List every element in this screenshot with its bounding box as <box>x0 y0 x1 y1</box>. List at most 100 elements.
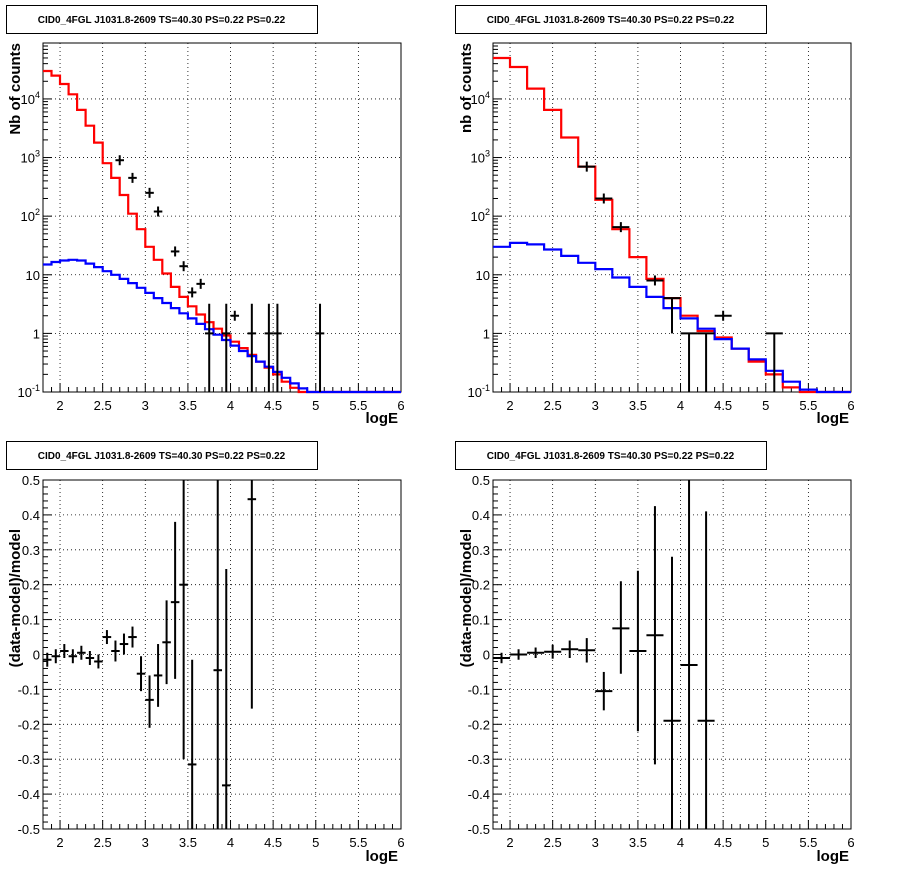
chart-panel-top-left: CID0_4FGL J1031.8-2609 TS=40.30 PS=0.22 … <box>6 5 405 427</box>
y-tick-label: 0 <box>483 648 490 663</box>
y-tick-label: 10 <box>476 268 490 283</box>
data-point <box>51 649 61 664</box>
chart-title-box: CID0_4FGL J1031.8-2609 TS=40.30 PS=0.22 … <box>455 441 767 470</box>
data-point <box>561 640 579 658</box>
data-point <box>94 654 103 669</box>
y-tick-label: -0.4 <box>468 787 490 802</box>
y-tick-label: 0.2 <box>472 578 490 593</box>
y-tick-label: 1 <box>33 326 40 341</box>
y-tick-label: 102 <box>21 207 40 224</box>
data-point <box>77 645 86 660</box>
y-tick-label: 0.2 <box>22 578 40 593</box>
data-point <box>179 480 188 760</box>
x-tick-label: 2 <box>56 835 63 850</box>
x-tick-label: 5 <box>312 835 319 850</box>
y-tick-label: 10-1 <box>18 383 40 400</box>
histogram-step-line <box>43 258 401 394</box>
y-tick-label: -0.1 <box>468 682 490 697</box>
data-point <box>85 651 95 665</box>
x-tick-label: 3.5 <box>179 398 197 413</box>
data-point <box>68 649 78 664</box>
x-tick-label: 5.5 <box>349 398 367 413</box>
series-0 <box>493 480 715 829</box>
y-tick-label: 0.4 <box>22 508 40 523</box>
x-tick-label: 6 <box>847 398 854 413</box>
x-tick-label: 4 <box>677 398 684 413</box>
x-tick-label: 2.5 <box>94 398 112 413</box>
y-tick-label: -0.3 <box>18 752 40 767</box>
data-point <box>646 506 664 765</box>
data-point <box>510 649 528 660</box>
data-point <box>162 600 171 685</box>
data-point <box>697 332 715 392</box>
y-tick-label: 0 <box>33 648 40 663</box>
chart-panel-bottom-right: CID0_4FGL J1031.8-2609 TS=40.30 PS=0.22 … <box>455 441 855 865</box>
chart-title: CID0_4FGL J1031.8-2609 TS=40.30 PS=0.22 … <box>38 451 286 462</box>
x-tick-label: 3 <box>592 398 599 413</box>
x-tick-label: 3.5 <box>179 835 197 850</box>
y-tick-label: 10 <box>26 268 40 283</box>
x-tick-label: 2 <box>56 398 63 413</box>
data-point <box>680 332 698 392</box>
data-point <box>527 647 545 658</box>
y-tick-label: 103 <box>21 149 40 166</box>
data-point <box>145 675 154 728</box>
x-axis-label: logE <box>366 848 399 865</box>
x-tick-label: 6 <box>847 835 854 850</box>
data-point <box>213 480 222 829</box>
chart-title: CID0_4FGL J1031.8-2609 TS=40.30 PS=0.22 … <box>487 451 735 462</box>
histogram-step-line <box>493 241 851 394</box>
x-tick-label: 3.5 <box>629 835 647 850</box>
data-point <box>646 275 664 286</box>
data-point <box>153 644 163 707</box>
y-axis-label: (data-model)/model <box>7 529 24 667</box>
x-tick-label: 3.5 <box>629 398 647 413</box>
y-axis-label: nb of counts <box>458 43 475 133</box>
x-tick-label: 6 <box>397 398 404 413</box>
x-tick-label: 6 <box>397 835 404 850</box>
data-point <box>578 638 596 663</box>
x-tick-label: 2 <box>506 398 513 413</box>
data-point <box>60 644 69 658</box>
data-point <box>115 155 124 166</box>
data-point <box>204 303 214 392</box>
data-point <box>595 671 613 711</box>
data-point <box>273 303 282 392</box>
series-0 <box>493 56 851 394</box>
y-tick-label: 1 <box>483 326 490 341</box>
y-axis: -0.5 -0.4 -0.3 -0.2 -0.1 0 0.1 0.2 0.3 0.4 0.5 <box>468 473 502 837</box>
y-axis-label: (data-model)/model <box>458 529 475 667</box>
data-point <box>663 556 681 829</box>
data-point <box>128 626 137 648</box>
y-tick-label: 104 <box>21 90 40 107</box>
chart-title-box: CID0_4FGL J1031.8-2609 TS=40.30 PS=0.22 … <box>455 5 767 34</box>
chart-title-box: CID0_4FGL J1031.8-2609 TS=40.30 PS=0.22 … <box>6 5 318 34</box>
y-axis-label: Nb of counts <box>7 43 24 135</box>
x-tick-label: 4 <box>227 398 234 413</box>
data-point <box>612 581 630 674</box>
data-point <box>102 630 112 645</box>
y-tick-label: 102 <box>471 207 490 224</box>
x-tick-label: 3 <box>142 398 149 413</box>
x-tick-label: 5 <box>312 398 319 413</box>
data-point <box>170 246 180 257</box>
data-point <box>187 659 197 829</box>
data-point <box>680 480 698 829</box>
x-tick-label: 2.5 <box>544 398 562 413</box>
data-point <box>595 193 613 204</box>
data-point <box>222 568 231 829</box>
histogram-step-line <box>493 56 851 394</box>
x-tick-label: 2.5 <box>94 835 112 850</box>
x-tick-label: 4.5 <box>714 835 732 850</box>
x-axis: 2 2.5 3 3.5 4 4.5 5 5.5 6 <box>42 820 405 850</box>
series-1 <box>493 241 851 394</box>
data-point <box>663 297 681 334</box>
data-point <box>629 570 647 732</box>
data-point <box>765 332 783 392</box>
data-point <box>111 640 120 662</box>
y-tick-label: 0.1 <box>472 613 490 628</box>
y-tick-label: 0.5 <box>472 473 490 488</box>
chart-title: CID0_4FGL J1031.8-2609 TS=40.30 PS=0.22 … <box>487 15 735 26</box>
y-tick-label: -0.2 <box>468 717 490 732</box>
